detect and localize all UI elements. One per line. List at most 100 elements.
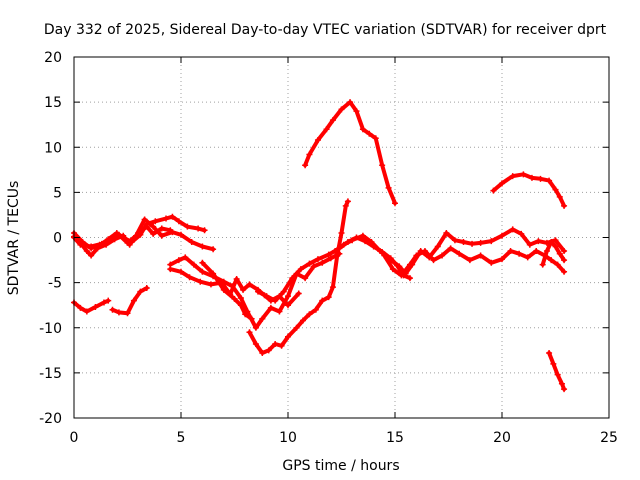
data-point [552,186,559,193]
data-point [421,248,428,255]
data-point [499,180,505,187]
data-point [372,135,379,142]
data-point [334,252,341,259]
data-point [477,239,484,246]
data-point [439,252,446,259]
x-axis-label: GPS time / hours [282,458,399,474]
data-point [167,261,174,268]
data-point [306,151,313,158]
data-point [518,230,525,237]
data-point [327,255,334,262]
data-point [302,275,309,282]
series-line-s13 [382,246,567,278]
data-point [163,215,170,222]
data-point [220,286,227,293]
data-point [267,304,274,311]
y-tick-label: 5 [53,185,62,201]
data-point [398,272,405,279]
series-markers-s15 [546,350,568,393]
data-point [392,200,398,207]
series-markers-s7 [167,250,343,331]
data-point [488,238,495,245]
data-point [499,232,505,239]
data-point [240,286,247,293]
data-point [554,261,561,268]
data-point [246,281,253,288]
data-point [83,248,90,255]
x-tick-label: 5 [177,430,186,446]
data-point [141,216,148,223]
data-point [469,240,476,247]
data-point [143,223,150,230]
data-point [561,248,568,255]
data-point [272,340,279,347]
data-series [71,99,568,393]
data-point [186,274,193,281]
data-point [516,250,523,257]
data-point [379,162,386,169]
data-point [507,248,514,255]
data-point [135,229,142,236]
data-point [207,281,214,288]
data-point [561,257,568,264]
data-point [552,243,559,250]
y-tick-label: -15 [39,366,62,382]
series-markers-s9 [246,198,351,357]
x-tick-label: 10 [279,430,297,446]
data-point [477,252,484,259]
data-point [325,294,332,301]
data-point [347,99,354,106]
data-point [319,297,326,304]
data-point [385,184,392,191]
data-point [199,259,206,266]
data-point [488,259,495,266]
data-point [109,306,116,313]
data-point [306,311,313,318]
data-point [456,250,463,257]
data-point [190,261,197,268]
data-point [272,297,279,304]
data-point [353,108,360,115]
data-point [528,174,535,181]
data-point [178,231,184,238]
data-point [332,248,339,255]
data-point [314,256,321,263]
series-line-s14 [491,172,567,208]
data-point [297,266,304,273]
y-tick-label: 10 [44,140,62,156]
data-point [285,302,291,309]
data-point [548,239,555,246]
data-point [83,308,90,315]
data-point [111,236,118,243]
data-point [509,173,516,180]
data-point [338,229,345,236]
data-point [524,254,531,261]
x-tick-label: 25 [600,430,618,446]
data-point [158,225,165,232]
data-point [325,251,332,258]
data-point [94,245,101,252]
data-point [302,162,309,169]
data-point [552,237,559,244]
data-point [175,257,182,264]
data-point [103,241,110,248]
data-point [306,260,313,267]
data-point [543,248,550,255]
tick-labels: 0 5 10 15 20 25 20 15 10 5 0 -5 -10 -15 -20 [39,50,618,446]
data-point [359,126,366,133]
data-point [499,256,505,263]
data-point [520,171,527,178]
data-point [201,227,208,234]
data-point [466,257,473,264]
data-point [255,288,262,295]
x-tick-label: 0 [70,430,79,446]
data-point [314,137,321,144]
data-point [252,324,259,331]
data-point [259,315,266,322]
data-point [158,232,165,239]
data-point [276,308,283,315]
series-markers-s5 [109,285,150,317]
data-point [526,241,533,248]
data-point [77,239,84,246]
